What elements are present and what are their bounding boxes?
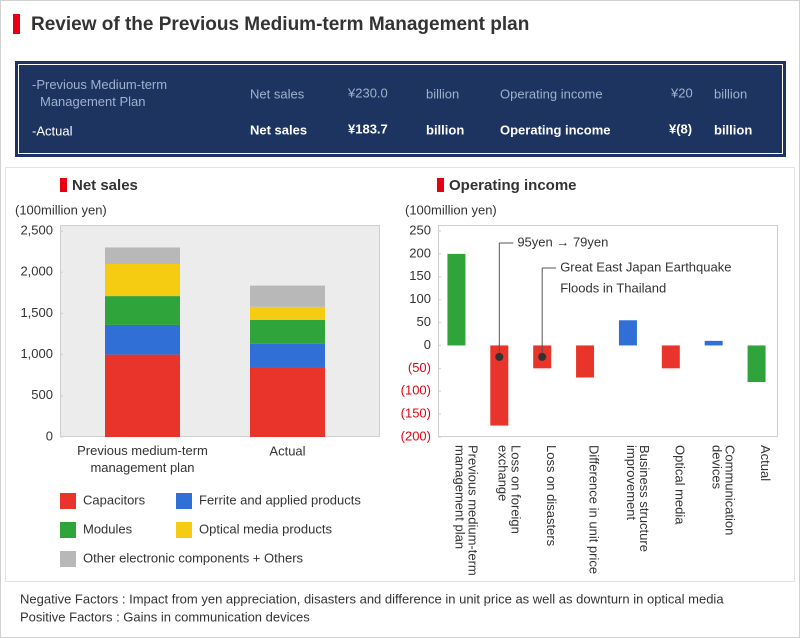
bar-segment xyxy=(105,247,180,264)
x-tick-label: Communicationdevices xyxy=(709,445,737,535)
bar xyxy=(747,345,766,383)
y-tick-label: (150) xyxy=(401,406,431,421)
bar-segment xyxy=(105,263,180,297)
y-tick-label: 500 xyxy=(31,387,53,402)
x-tick-label: Actual xyxy=(758,445,773,481)
y-tick-label: 2,000 xyxy=(20,264,53,279)
x-tick-label: Loss on disasters xyxy=(544,445,559,547)
legend-label: Ferrite and applied products xyxy=(199,492,361,507)
y-tick-label: 100 xyxy=(409,291,431,306)
legend-label: Modules xyxy=(83,521,133,536)
y-tick-label: 250 xyxy=(409,222,431,237)
x-tick-group: Business structureimprovement xyxy=(624,445,652,552)
bar-segment xyxy=(250,319,325,344)
x-tick-group: Actual xyxy=(758,445,773,481)
bar xyxy=(576,345,595,378)
actual-net-sales-unit: billion xyxy=(426,122,464,137)
legend-swatch xyxy=(176,493,192,509)
bar xyxy=(447,253,466,346)
annotation: Floods in Thailand xyxy=(560,280,666,295)
y-tick-label: 2,500 xyxy=(20,222,53,237)
annotation: Great East Japan Earthquake xyxy=(560,259,731,274)
bar-segment xyxy=(250,366,325,437)
bar-segment xyxy=(250,343,325,367)
annotation: 95yen → 79yen xyxy=(517,234,608,249)
x-tick-group: Optical media xyxy=(672,445,687,525)
summary-inner-border xyxy=(18,64,783,154)
x-tick-group: Communicationdevices xyxy=(709,445,737,535)
y-axis-label: (100million yen) xyxy=(15,202,107,217)
annotation-dot xyxy=(538,352,547,361)
y-tick-label: 150 xyxy=(409,268,431,283)
legend-swatch xyxy=(60,522,76,538)
x-tick-label: Business structureimprovement xyxy=(624,445,652,552)
x-tick-group: Difference in unit price xyxy=(587,445,602,574)
chart-title-marker xyxy=(437,178,444,192)
bar xyxy=(661,345,680,369)
y-tick-label: 1,500 xyxy=(20,305,53,320)
y-tick-label: 200 xyxy=(409,245,431,260)
note: Positive Factors : Gains in communicatio… xyxy=(20,609,310,624)
bar-segment xyxy=(105,296,180,325)
y-tick-label: 1,000 xyxy=(20,346,53,361)
x-tick-label: Previous medium-termmanagement plan xyxy=(452,445,480,576)
x-tick-group: Previous medium-termmanagement plan xyxy=(452,445,480,576)
summary-box xyxy=(15,61,786,157)
legend-swatch xyxy=(60,493,76,509)
plan-net-sales: ¥230.0 xyxy=(347,85,388,100)
title-marker xyxy=(13,14,20,34)
bar-segment xyxy=(105,354,180,437)
plot-area xyxy=(438,225,778,437)
legend-swatch xyxy=(176,522,192,538)
legend-swatch xyxy=(60,551,76,567)
legend-label: Other electronic components + Others xyxy=(83,550,304,565)
bar xyxy=(490,345,509,426)
chart-title: Operating income xyxy=(449,177,577,194)
x-tick-label: Loss on foreignexchange xyxy=(495,445,523,534)
x-tick-group: Loss on disasters xyxy=(544,445,559,547)
x-tick-label: Optical media xyxy=(672,445,687,525)
y-tick-label: 0 xyxy=(46,428,53,443)
actual-net-sales: ¥183.7 xyxy=(348,121,388,136)
y-tick-label: (100) xyxy=(401,383,431,398)
x-tick-group: Loss on foreignexchange xyxy=(495,445,523,534)
note: Negative Factors : Impact from yen appre… xyxy=(20,591,724,606)
plan-net-sales-label: Net sales xyxy=(250,86,305,101)
actual-net-sales-label: Net sales xyxy=(250,122,307,137)
chart-title: Net sales xyxy=(72,177,138,194)
actual-operating-income-label: Operating income xyxy=(500,122,611,137)
actual-operating-income: ¥(8) xyxy=(669,121,692,136)
bar-segment xyxy=(105,324,180,355)
plan-operating-income: ¥20 xyxy=(670,85,693,100)
plan-net-sales-unit: billion xyxy=(426,86,459,101)
plan-operating-income-label: Operating income xyxy=(500,86,603,101)
bar-segment xyxy=(250,285,325,307)
charts-frame xyxy=(5,167,795,582)
chart-title-marker xyxy=(60,178,67,192)
bar xyxy=(618,320,637,346)
annotation-dot xyxy=(495,352,504,361)
y-tick-label: (200) xyxy=(401,428,431,443)
plan-label: -Previous Medium-term Management Plan xyxy=(32,77,167,109)
bar-segment xyxy=(250,306,325,320)
y-tick-label: 0 xyxy=(424,337,431,352)
actual-label: -Actual xyxy=(32,123,73,138)
y-tick-label: 50 xyxy=(417,314,431,329)
x-tick-label: Difference in unit price xyxy=(587,445,602,574)
plan-operating-income-unit: billion xyxy=(714,86,747,101)
legend-label: Capacitors xyxy=(83,492,146,507)
y-axis-label: (100million yen) xyxy=(405,202,497,217)
bar xyxy=(704,340,723,346)
page-title: Review of the Previous Medium-term Manag… xyxy=(31,14,529,35)
y-tick-label: (50) xyxy=(408,360,431,375)
legend-label: Optical media products xyxy=(199,521,332,536)
x-tick-label: Actual xyxy=(269,443,305,458)
actual-operating-income-unit: billion xyxy=(714,122,752,137)
